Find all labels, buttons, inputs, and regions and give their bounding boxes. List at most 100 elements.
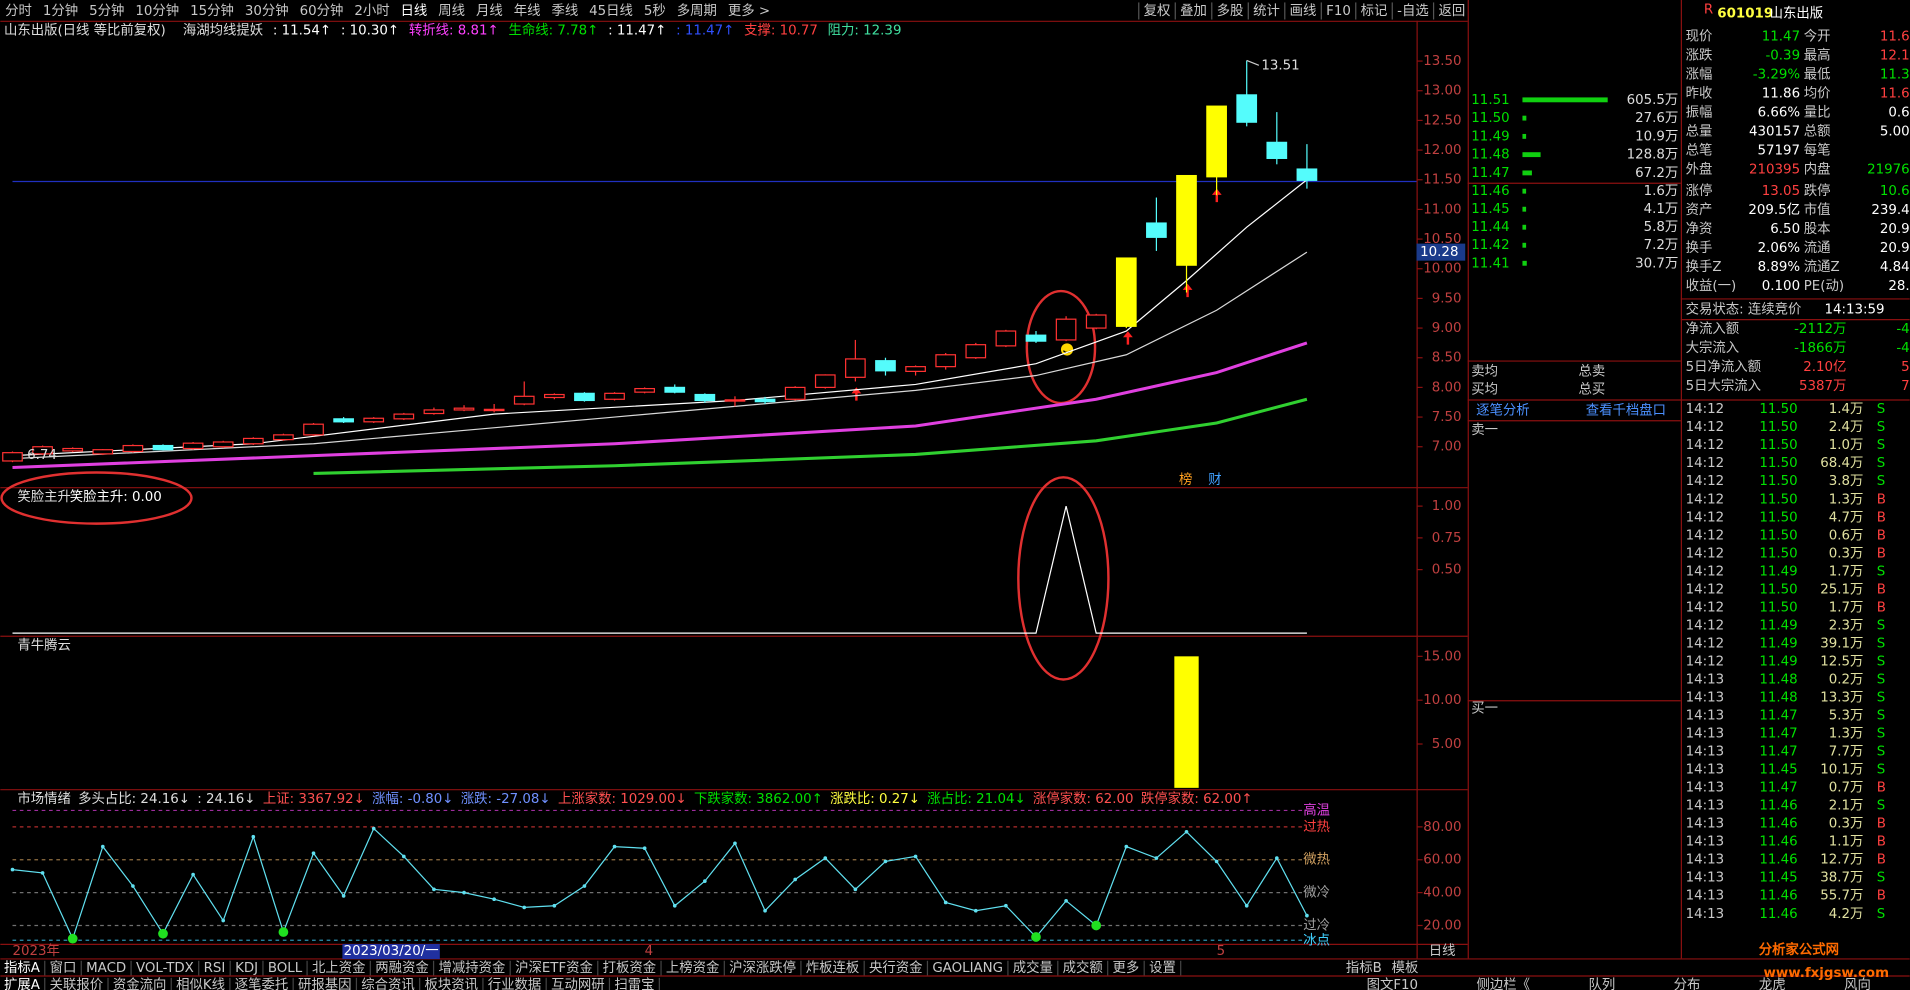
toolbar-action[interactable]: 返回 xyxy=(1438,3,1465,19)
sentiment-readout: 上涨家数: 1029.00↓ xyxy=(558,790,687,807)
tab[interactable]: 板块资讯 xyxy=(425,977,479,990)
period-tab[interactable]: 季线 xyxy=(551,3,578,19)
tab[interactable]: 风向 xyxy=(1844,977,1871,990)
period-tab[interactable]: 5分钟 xyxy=(89,2,124,19)
tab[interactable]: GAOLIANG xyxy=(932,961,1003,976)
tab[interactable]: 炸板连板 xyxy=(806,960,860,976)
tab[interactable]: 综合资讯 xyxy=(361,977,415,990)
tab[interactable]: 扩展A xyxy=(4,977,41,990)
tab[interactable]: 沪深涨跌停 xyxy=(729,959,796,976)
tab[interactable]: 窗口 xyxy=(50,959,77,976)
tab[interactable]: 设置 xyxy=(1149,960,1176,976)
tab[interactable]: 侧边栏《 xyxy=(1477,977,1531,990)
tab[interactable]: MACD xyxy=(86,961,126,976)
trade-side: B xyxy=(1877,582,1886,597)
tab[interactable]: BOLL xyxy=(268,961,303,976)
toolbar-action[interactable]: F10 xyxy=(1326,4,1351,19)
tab[interactable]: 上榜资金 xyxy=(666,959,720,976)
toolbar-action[interactable]: 统计 xyxy=(1253,3,1280,19)
sell-one: 卖一 xyxy=(1471,422,1498,438)
period-tab[interactable]: 5秒 xyxy=(644,3,666,19)
date-label: 2023年 xyxy=(12,943,59,959)
quote-label: 总量 xyxy=(1686,124,1713,140)
tab[interactable]: 分布 xyxy=(1674,977,1701,990)
tab[interactable]: 模板 xyxy=(1392,960,1419,976)
trade-side: S xyxy=(1877,438,1886,453)
period-tab[interactable]: 月线 xyxy=(476,3,503,19)
tab[interactable]: 沪深ETF资金 xyxy=(515,960,593,976)
tab[interactable]: 成交额 xyxy=(1063,959,1103,976)
trade-price: 11.50 xyxy=(1759,420,1797,435)
quote-value: 11.86 xyxy=(1762,87,1800,102)
trade-price: 11.50 xyxy=(1759,492,1797,507)
period-tab[interactable]: 更多 > xyxy=(728,2,770,19)
toolbar-action[interactable]: 多股 xyxy=(1217,2,1244,19)
tab[interactable]: 两融资金 xyxy=(375,960,429,976)
period-tab[interactable]: 周线 xyxy=(438,3,465,19)
period-tab[interactable]: 年线 xyxy=(514,3,541,19)
tab[interactable]: RSI xyxy=(204,961,226,976)
tab[interactable]: VOL-TDX xyxy=(136,961,194,976)
tab[interactable]: 打板资金 xyxy=(603,959,657,976)
toolbar-action[interactable]: 画线 xyxy=(1290,3,1317,19)
toolbar-action[interactable]: 叠加 xyxy=(1180,3,1207,19)
tab[interactable]: 央行资金 xyxy=(869,960,923,976)
period-tab[interactable]: 1分钟 xyxy=(43,2,78,19)
flow-value: -2112万 xyxy=(1794,322,1846,337)
period-tab[interactable]: 日线 xyxy=(401,3,428,19)
buy-one: 买一 xyxy=(1471,701,1498,717)
candle-body xyxy=(1266,141,1288,159)
tab[interactable]: 北上资金 xyxy=(312,960,366,976)
tab[interactable]: 指标A xyxy=(4,960,41,976)
candle-body xyxy=(634,387,656,393)
tab[interactable]: 互动网研 xyxy=(551,977,605,990)
period-tab[interactable]: 45日线 xyxy=(589,3,633,19)
period-tab[interactable]: 30分钟 xyxy=(245,2,289,19)
book-tab[interactable]: 逐笔分析 xyxy=(1476,402,1530,418)
tab[interactable]: 增减持资金 xyxy=(438,960,505,976)
quote-label: PE(动) xyxy=(1804,278,1844,294)
period-tab[interactable]: 多周期 xyxy=(677,2,717,19)
trade-side: S xyxy=(1877,745,1886,760)
quote-label: 现价 xyxy=(1686,30,1713,45)
sentiment-point xyxy=(1214,859,1219,864)
panel-title: 青牛腾云 xyxy=(17,636,71,653)
tab[interactable]: 成交量 xyxy=(1013,959,1053,976)
tab[interactable]: 指标B xyxy=(1346,960,1382,976)
tab[interactable]: 行业数据 xyxy=(488,977,542,990)
tab[interactable]: 图文F10 xyxy=(1367,977,1418,990)
period-tab[interactable]: 15分钟 xyxy=(190,2,234,19)
tab[interactable]: 相似K线 xyxy=(176,977,225,990)
tab[interactable]: 队列 xyxy=(1588,977,1615,990)
sentiment-point xyxy=(1124,844,1129,849)
trade-side: B xyxy=(1877,546,1886,561)
period-tab[interactable]: 60分钟 xyxy=(300,2,344,19)
sentiment-point xyxy=(973,908,978,913)
tab[interactable]: 研报基因 xyxy=(298,976,352,990)
period-tab[interactable]: 分时 xyxy=(5,3,32,19)
level-label: 高温 xyxy=(1303,801,1330,818)
trade-side: B xyxy=(1877,600,1886,615)
tab[interactable]: 扫雷宝 xyxy=(614,977,654,990)
trade-volume: 55.7万 xyxy=(1820,889,1863,904)
sentiment-point xyxy=(1305,913,1309,918)
tab[interactable]: 关联报价 xyxy=(50,977,104,990)
y-tick-label: 10.00 xyxy=(1423,693,1461,708)
flow-label: 大宗流入 xyxy=(1686,340,1740,356)
trade-price: 11.46 xyxy=(1759,817,1797,832)
book-tab[interactable]: 查看千档盘口 xyxy=(1586,401,1666,418)
trade-time: 14:13 xyxy=(1686,853,1725,868)
period-tab[interactable]: 2小时 xyxy=(354,3,389,19)
signal-bar xyxy=(1174,656,1199,788)
trade-time: 14:13:59 xyxy=(1824,302,1884,317)
toolbar-action[interactable]: -自选 xyxy=(1397,3,1429,19)
toolbar-action[interactable]: 标记 xyxy=(1361,3,1388,19)
period-tab[interactable]: 10分钟 xyxy=(135,2,179,19)
tab[interactable]: 逐笔委托 xyxy=(235,977,289,990)
tab[interactable]: 龙虎 xyxy=(1759,977,1786,990)
trade-time: 14:12 xyxy=(1686,402,1725,417)
tab[interactable]: 更多 xyxy=(1113,959,1140,976)
tab[interactable]: 资金流向 xyxy=(113,977,167,990)
tab[interactable]: KDJ xyxy=(235,961,258,976)
toolbar-action[interactable]: 复权 xyxy=(1144,2,1171,19)
